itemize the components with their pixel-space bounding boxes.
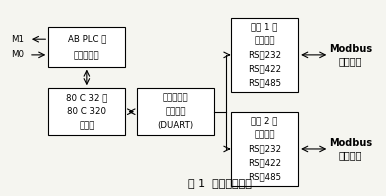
Text: RS－232: RS－232 <box>248 144 281 153</box>
Text: Modbus
主从装置: Modbus 主从装置 <box>329 44 372 66</box>
Text: 80 C 32 或: 80 C 32 或 <box>66 93 108 102</box>
Bar <box>48 88 125 135</box>
Bar <box>231 18 298 92</box>
Text: RS－232: RS－232 <box>248 50 281 59</box>
Text: 两路通用异: 两路通用异 <box>163 93 188 102</box>
Text: 图 1  通信模块结构: 图 1 通信模块结构 <box>188 178 252 188</box>
Text: 端口 2 号: 端口 2 号 <box>251 116 278 125</box>
Bar <box>231 112 298 186</box>
Text: (DUART): (DUART) <box>157 122 194 131</box>
Text: 步收发机: 步收发机 <box>165 107 186 116</box>
Text: M0: M0 <box>12 50 25 59</box>
Bar <box>137 88 214 135</box>
Text: 接口电路: 接口电路 <box>254 36 275 45</box>
Text: 接口电路: 接口电路 <box>254 130 275 139</box>
Text: RS－422: RS－422 <box>248 159 281 168</box>
Text: RS－485: RS－485 <box>248 78 281 87</box>
Text: Modbus
主从装置: Modbus 主从装置 <box>329 138 372 160</box>
Bar <box>48 27 125 67</box>
Text: AB PLC 背: AB PLC 背 <box>68 34 106 43</box>
Text: 板传输电路: 板传输电路 <box>74 51 100 60</box>
Text: 80 C 320: 80 C 320 <box>67 107 107 116</box>
Text: 端口 1 号: 端口 1 号 <box>251 22 278 31</box>
Text: RS－485: RS－485 <box>248 172 281 181</box>
Text: 处理器: 处理器 <box>79 122 95 131</box>
Text: M1: M1 <box>12 35 25 44</box>
Text: RS－422: RS－422 <box>248 64 281 74</box>
